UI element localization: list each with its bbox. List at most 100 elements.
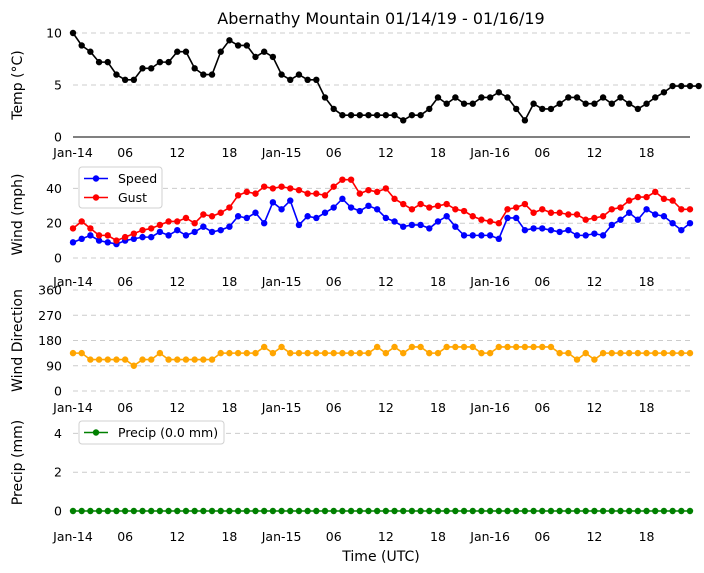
data-point: [156, 228, 164, 236]
data-point: [608, 206, 615, 213]
legend-label-0: Precip (0.0 mm): [118, 425, 218, 440]
data-point: [660, 213, 668, 220]
data-point: [200, 356, 207, 363]
data-point: [365, 186, 372, 194]
subplot-wind: 0 20 40 Wind (mph) Jan-14 06 12 18 Jan-15 06 12 18 J…: [10, 166, 694, 289]
data-point: [182, 48, 190, 55]
data-point: [365, 202, 372, 209]
data-point: [469, 100, 476, 107]
data-point: [599, 507, 607, 515]
data-point: [634, 193, 642, 201]
data-point: [478, 232, 485, 239]
series-line-temp-0: [72, 32, 699, 122]
data-point: [495, 89, 503, 96]
x-tick-label-temp: 06: [326, 145, 342, 160]
data-point: [87, 232, 94, 239]
data-point: [443, 200, 450, 208]
series-precip-precip-0-0-mm: [69, 507, 694, 515]
data-point: [217, 507, 224, 515]
data-point: [269, 185, 277, 192]
data-point: [486, 507, 494, 515]
data-point: [252, 53, 259, 61]
data-point: [260, 507, 268, 515]
data-point: [148, 356, 155, 363]
data-point: [625, 349, 633, 357]
series-line-direction-0: [73, 345, 690, 367]
data-point: [582, 216, 589, 223]
data-point: [400, 349, 407, 357]
data-point: [417, 200, 424, 208]
y-tick-label-wind: 40: [46, 181, 62, 196]
data-point: [243, 214, 251, 222]
data-point: [426, 349, 433, 357]
data-point: [356, 207, 363, 215]
data-point: [191, 356, 198, 363]
data-point: [443, 213, 450, 220]
data-point: [408, 507, 416, 515]
data-point: [460, 343, 468, 351]
y-tick-label-temp: 0: [54, 130, 62, 145]
data-point: [643, 349, 650, 357]
data-point: [512, 343, 520, 351]
data-point: [234, 192, 242, 199]
data-point: [347, 204, 355, 211]
x-tick-label-temp: 06: [117, 145, 133, 160]
data-point: [573, 94, 581, 101]
data-point: [347, 507, 355, 515]
x-tick-label-direction: Jan-14: [52, 400, 93, 415]
y-tick-label-temp: 5: [54, 78, 62, 93]
data-point: [512, 214, 520, 222]
data-point: [460, 507, 468, 515]
legend-precip: Precip (0.0 mm): [78, 420, 225, 445]
data-point: [69, 349, 77, 357]
data-point: [391, 195, 398, 203]
series-temp-temp: [69, 29, 702, 124]
data-point: [547, 226, 555, 234]
x-tick-label-wind: 18: [430, 274, 446, 289]
data-point: [512, 204, 520, 211]
x-tick-label-wind: Jan-14: [52, 274, 93, 289]
data-point: [78, 42, 85, 49]
legend-marker-0: [92, 429, 100, 436]
data-point: [547, 105, 555, 113]
x-tick-label-direction: 12: [169, 400, 185, 415]
data-point: [139, 507, 146, 515]
data-point: [78, 235, 85, 243]
data-point: [217, 349, 224, 357]
data-point: [295, 186, 303, 194]
data-point: [643, 206, 650, 213]
x-tick-label-wind: Jan-16: [469, 274, 510, 289]
data-point: [260, 220, 268, 227]
data-point: [452, 343, 459, 351]
data-point: [217, 226, 224, 234]
data-point: [652, 349, 659, 357]
data-point: [400, 223, 407, 230]
data-point: [191, 507, 198, 515]
data-point: [443, 343, 450, 351]
data-point: [356, 111, 363, 119]
data-point: [521, 200, 529, 208]
data-point: [591, 100, 598, 107]
data-point: [373, 507, 381, 515]
data-point: [608, 507, 615, 515]
x-tick-label-wind: 18: [221, 274, 237, 289]
data-point: [504, 94, 511, 101]
data-point: [426, 204, 433, 211]
data-point: [539, 507, 546, 515]
data-point: [365, 111, 372, 119]
data-point: [573, 356, 581, 363]
x-tick-label-precip: 12: [378, 529, 394, 544]
data-point: [400, 507, 407, 515]
data-point: [530, 209, 537, 216]
data-point: [260, 343, 268, 351]
data-point: [565, 226, 572, 234]
data-point: [625, 209, 633, 216]
data-point: [339, 507, 346, 515]
data-point: [330, 507, 337, 515]
x-tick-label-direction: 18: [639, 400, 655, 415]
x-tick-label-wind: 12: [169, 274, 185, 289]
data-point: [104, 58, 111, 66]
data-point: [408, 206, 416, 213]
data-point: [478, 349, 485, 357]
data-point: [486, 232, 494, 239]
